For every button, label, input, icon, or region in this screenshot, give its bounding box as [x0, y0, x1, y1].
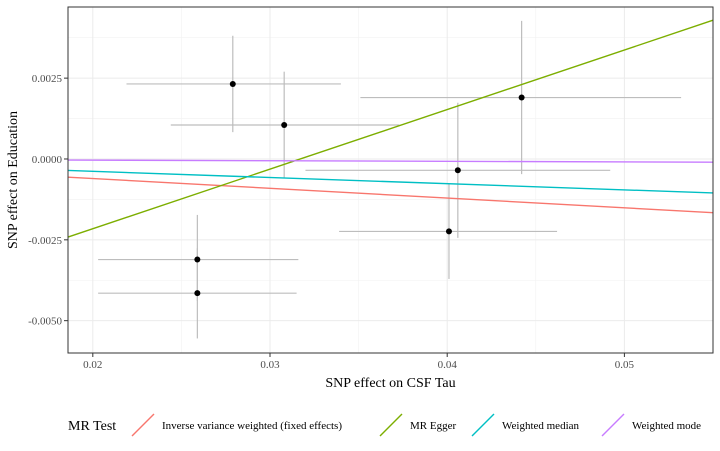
x-tick-label: 0.04 [438, 359, 458, 371]
regression-lines [67, 19, 714, 238]
data-point [229, 80, 236, 87]
legend-key [601, 413, 625, 437]
legend-label: Weighted median [502, 420, 580, 432]
legend-key [131, 413, 155, 437]
y-tick-label: -0.0025 [28, 235, 62, 247]
data-point [194, 256, 201, 263]
regression-line [67, 19, 714, 238]
legend-label: Inverse variance weighted (fixed effects… [162, 420, 342, 432]
legend-label: MR Egger [410, 420, 456, 432]
error-bars [98, 20, 682, 339]
legend-title: MR Test [68, 419, 116, 434]
x-axis: 0.02 0.03 0.04 0.05 [83, 353, 635, 371]
x-axis-title: SNP effect on CSF Tau [325, 376, 455, 391]
grid-major [68, 7, 713, 353]
legend-label: Weighted mode [632, 420, 701, 432]
legend-key [379, 413, 403, 437]
grid-minor [68, 7, 714, 353]
regression-line [67, 169, 714, 194]
regression-line [67, 176, 714, 214]
data-point [281, 122, 288, 129]
panel-border [67, 6, 714, 354]
y-tick-label: -0.0050 [28, 316, 62, 328]
data-point [454, 167, 461, 174]
data-point [518, 94, 525, 101]
y-tick-label: 0.0000 [32, 154, 63, 166]
data-point [194, 290, 201, 297]
x-tick-label: 0.03 [260, 359, 280, 371]
x-tick-label: 0.02 [83, 359, 102, 371]
y-tick-label: 0.0025 [32, 73, 63, 85]
x-tick-label: 0.05 [615, 359, 635, 371]
legend-key [471, 413, 495, 437]
y-axis: -0.0050 -0.0025 0.0000 0.0025 [28, 73, 68, 328]
y-axis-title: SNP effect on Education [6, 111, 21, 249]
data-points [194, 80, 525, 297]
regression-line [67, 159, 714, 163]
legend: MR Test Inverse variance weighted (fixed… [68, 413, 701, 437]
data-point [445, 228, 452, 235]
